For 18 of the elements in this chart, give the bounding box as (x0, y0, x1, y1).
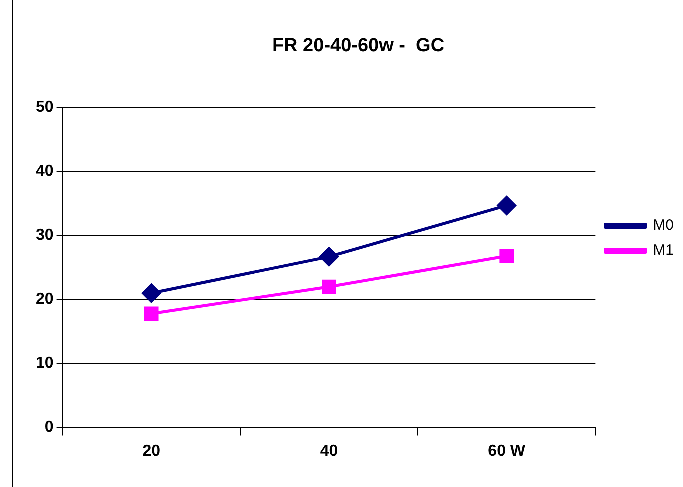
point (320, 247, 339, 266)
legend-label: M0 (653, 217, 674, 234)
y-tick-label: 30 (36, 227, 54, 244)
y-tick-label: 20 (36, 291, 54, 308)
point (142, 284, 162, 303)
x-tick-label: 40 (320, 442, 338, 460)
chart-title: FR 20-40-60w - GC (272, 36, 445, 57)
point (322, 280, 336, 294)
legend-label: M1 (653, 242, 674, 260)
y-tick-label: 40 (36, 163, 54, 180)
y-tick-label: 50 (36, 99, 54, 116)
y-tick-label: 0 (44, 419, 54, 436)
point (497, 196, 516, 216)
point (500, 249, 514, 264)
point (144, 306, 159, 322)
y-tick-label: 10 (36, 355, 54, 372)
x-tick-label: 60 W (488, 442, 526, 460)
x-tick-label: 20 (142, 442, 161, 460)
